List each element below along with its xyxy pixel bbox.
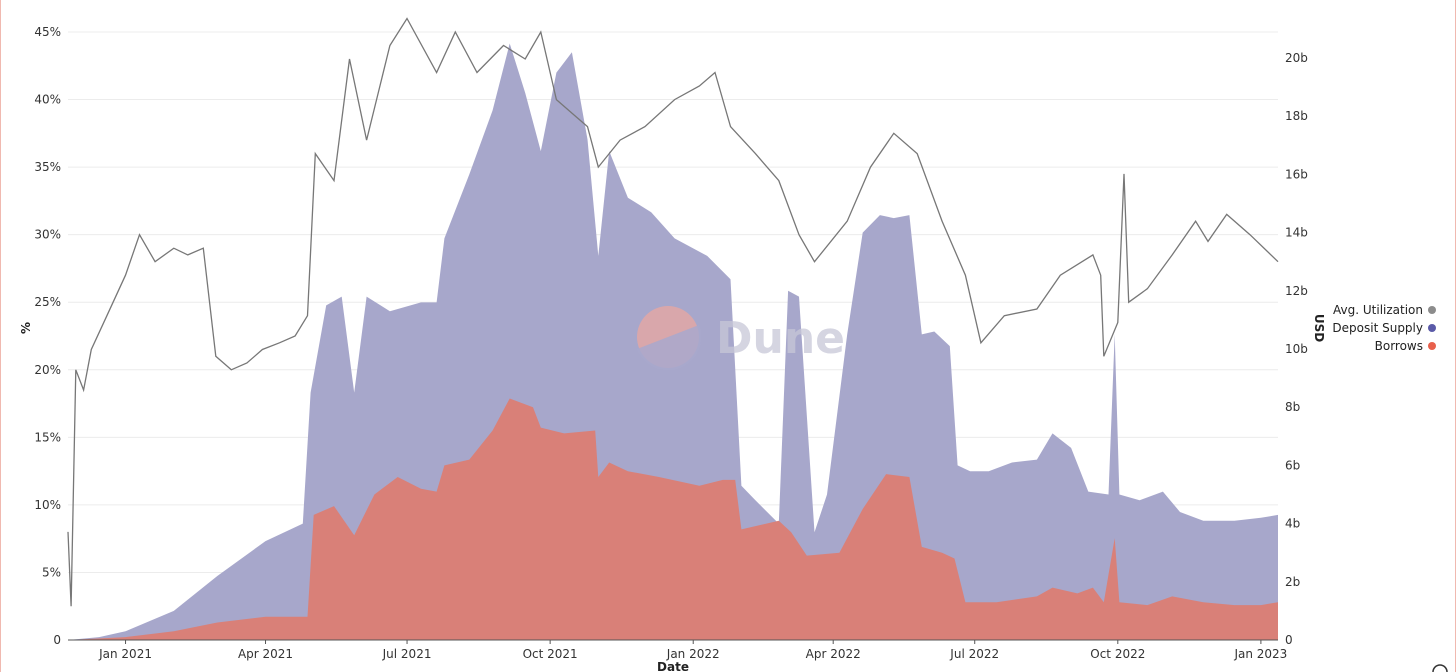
- watermark-logo-half-icon: [637, 325, 702, 371]
- y-left-tick-label: 0: [53, 633, 61, 647]
- x-tick-label: Oct 2021: [523, 647, 578, 661]
- x-tick-label: Oct 2022: [1090, 647, 1145, 661]
- y-left-tick-label: 20%: [34, 363, 61, 377]
- y-left-tick-label: 10%: [34, 498, 61, 512]
- chart-lines: [67, 17, 1279, 607]
- avg-utilization-line: [67, 17, 1279, 607]
- legend-label: Avg. Utilization: [1333, 303, 1423, 317]
- legend-marker: [1428, 342, 1436, 350]
- y-left-tick-label: 45%: [34, 25, 61, 39]
- y-right-axis-title: USD: [1312, 314, 1326, 342]
- y-right-tick-label: 14b: [1285, 226, 1308, 240]
- y-left-tick-label: 25%: [34, 295, 61, 309]
- y-right-tick-label: 2b: [1285, 575, 1300, 589]
- y-left-tick-label: 30%: [34, 228, 61, 242]
- legend-label: Borrows: [1375, 339, 1423, 353]
- y-right-tick-label: 6b: [1285, 458, 1300, 472]
- y-left-tick-label: 35%: [34, 160, 61, 174]
- y-right-tick-label: 10b: [1285, 342, 1308, 356]
- y-right-tick-label: 16b: [1285, 167, 1308, 181]
- x-tick-label: Apr 2022: [806, 647, 861, 661]
- x-axis-title: Date: [657, 660, 689, 672]
- y-right-tick-label: 0: [1285, 633, 1293, 647]
- y-left-axis-ticks: 0 5% 10% 15% 20% 25% 30% 35% 40% 45%: [34, 25, 61, 647]
- x-tick-label: Jan 2021: [98, 647, 152, 661]
- x-tick-label: Jan 2023: [1233, 647, 1287, 661]
- y-right-tick-label: 12b: [1285, 284, 1308, 298]
- y-right-axis-ticks: 0 2b 4b 6b 8b 10b 12b 14b 16b 18b 20b: [1285, 51, 1308, 647]
- borrows-area: [68, 398, 1278, 640]
- corner-control-icon[interactable]: [1432, 664, 1448, 672]
- legend-marker: [1428, 324, 1436, 332]
- x-tick-label: Jul 2022: [949, 647, 999, 661]
- legend-label: Deposit Supply: [1332, 321, 1423, 335]
- x-axis-ticks: Jan 2021 Apr 2021 Jul 2021 Oct 2021 Jan 2022…: [98, 640, 1287, 661]
- watermark-text: Dune: [716, 313, 845, 364]
- y-left-tick-label: 15%: [34, 430, 61, 444]
- y-left-tick-label: 5%: [42, 565, 61, 579]
- x-tick-label: Jul 2021: [382, 647, 432, 661]
- y-left-tick-label: 40%: [34, 93, 61, 107]
- y-right-tick-label: 20b: [1285, 51, 1308, 65]
- y-right-tick-label: 18b: [1285, 109, 1308, 123]
- watermark: Dune: [637, 306, 845, 371]
- y-right-tick-label: 8b: [1285, 400, 1300, 414]
- legend: Avg. Utilization Deposit Supply Borrows: [1332, 303, 1436, 353]
- y-right-tick-label: 4b: [1285, 517, 1300, 531]
- x-tick-label: Apr 2021: [238, 647, 293, 661]
- y-left-axis-title: %: [19, 322, 33, 334]
- legend-marker: [1428, 306, 1436, 314]
- x-tick-label: Jan 2022: [666, 647, 720, 661]
